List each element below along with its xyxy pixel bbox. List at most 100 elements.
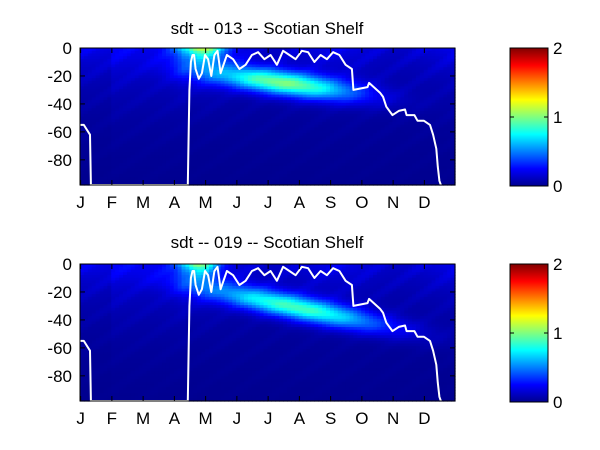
- heatmap-cell: [197, 86, 202, 90]
- heatmap-cell: [427, 127, 433, 131]
- heatmap-cell: [111, 146, 116, 150]
- heatmap-cell: [197, 124, 202, 129]
- heatmap-cell: [376, 75, 382, 79]
- heatmap-cell: [361, 168, 366, 172]
- heatmap-cell: [220, 58, 226, 63]
- heatmap-cell: [279, 113, 284, 118]
- heatmap-cell: [205, 143, 210, 148]
- heatmap-cell: [165, 67, 171, 71]
- heatmap-cell: [80, 102, 85, 107]
- heatmap-cell: [91, 141, 97, 145]
- heatmap-cell: [271, 121, 276, 126]
- heatmap-cell: [294, 58, 300, 63]
- heatmap-cell: [259, 168, 265, 172]
- heatmap-cell: [396, 165, 401, 170]
- heatmap-cell: [83, 340, 89, 345]
- heatmap-cell: [275, 174, 280, 178]
- heatmap-cell: [283, 124, 288, 129]
- heatmap-cell: [423, 56, 429, 60]
- heatmap-cell: [279, 58, 284, 63]
- heatmap-cell: [314, 72, 319, 76]
- heatmap-cell: [216, 86, 222, 90]
- heatmap-cell: [333, 179, 339, 183]
- heatmap-cell: [408, 100, 413, 104]
- heatmap-cell: [154, 91, 159, 96]
- heatmap-cell: [400, 97, 405, 101]
- heatmap-cell: [271, 171, 276, 175]
- heatmap-cell: [400, 154, 405, 159]
- heatmap-cell: [126, 78, 132, 82]
- heatmap-cell: [435, 113, 440, 118]
- heatmap-cell: [154, 58, 159, 63]
- heatmap-cell: [189, 171, 194, 175]
- heatmap-cell: [130, 94, 136, 98]
- heatmap-cell: [122, 179, 128, 183]
- heatmap-cell: [154, 113, 159, 118]
- heatmap-cell: [271, 86, 276, 90]
- heatmap-cell: [380, 163, 386, 167]
- heatmap-cell: [201, 48, 206, 52]
- heatmap-cell: [142, 53, 148, 57]
- heatmap-cell: [330, 48, 335, 52]
- heatmap-cell: [158, 72, 163, 76]
- heatmap-cell: [162, 119, 167, 123]
- heatmap-cell: [443, 67, 448, 71]
- heatmap-cell: [439, 124, 444, 129]
- heatmap-cell: [201, 102, 206, 107]
- heatmap-cell: [396, 152, 401, 156]
- heatmap-cell: [91, 50, 97, 55]
- heatmap-cell: [126, 168, 132, 172]
- heatmap-cell: [376, 94, 382, 98]
- heatmap-cell: [201, 168, 206, 172]
- heatmap-cell: [404, 138, 409, 142]
- heatmap-cell: [134, 154, 140, 159]
- heatmap-cell: [263, 182, 269, 186]
- heatmap-cell: [251, 61, 257, 66]
- heatmap-cell: [447, 100, 452, 104]
- heatmap-cell: [169, 61, 175, 66]
- heatmap-cell: [142, 108, 148, 112]
- heatmap-cell: [208, 116, 214, 120]
- heatmap-cell: [392, 102, 398, 107]
- heatmap-cell: [197, 163, 202, 167]
- heatmap-cell: [154, 130, 159, 134]
- heatmap-cell: [427, 168, 433, 172]
- heatmap-cell: [396, 176, 401, 181]
- heatmap-cell: [162, 146, 167, 150]
- heatmap-cell: [302, 78, 308, 82]
- heatmap-cell: [87, 272, 93, 276]
- heatmap-cell: [412, 58, 417, 63]
- heatmap-cell: [107, 91, 112, 96]
- heatmap-cell: [357, 69, 362, 74]
- heatmap-cell: [294, 97, 300, 101]
- heatmap-cell: [287, 179, 292, 183]
- heatmap-cell: [341, 179, 347, 183]
- heatmap-cell: [130, 165, 136, 170]
- heatmap-cell: [150, 143, 155, 148]
- heatmap-cell: [95, 80, 101, 85]
- heatmap-cell: [83, 154, 89, 159]
- heatmap-cell: [380, 165, 386, 170]
- heatmap-cell: [271, 138, 276, 142]
- heatmap-cell: [376, 127, 382, 131]
- heatmap-cell: [443, 69, 448, 74]
- heatmap-cell: [380, 100, 386, 104]
- heatmap-cell: [419, 124, 425, 129]
- heatmap-cell: [353, 130, 358, 134]
- heatmap-cell: [361, 113, 366, 118]
- heatmap-cell: [216, 78, 222, 82]
- heatmap-cell: [318, 121, 323, 126]
- heatmap-cell: [431, 67, 437, 71]
- heatmap-cell: [412, 53, 417, 57]
- heatmap-cell: [130, 163, 136, 167]
- heatmap-cell: [400, 116, 405, 120]
- heatmap-cell: [275, 171, 280, 175]
- heatmap-cell: [341, 67, 347, 71]
- heatmap-cell: [80, 108, 85, 112]
- heatmap-cell: [330, 154, 335, 159]
- heatmap-cell: [349, 174, 355, 178]
- heatmap-cell: [369, 100, 374, 104]
- heatmap-cell: [369, 69, 374, 74]
- heatmap-cell: [400, 113, 405, 118]
- heatmap-cell: [138, 132, 144, 137]
